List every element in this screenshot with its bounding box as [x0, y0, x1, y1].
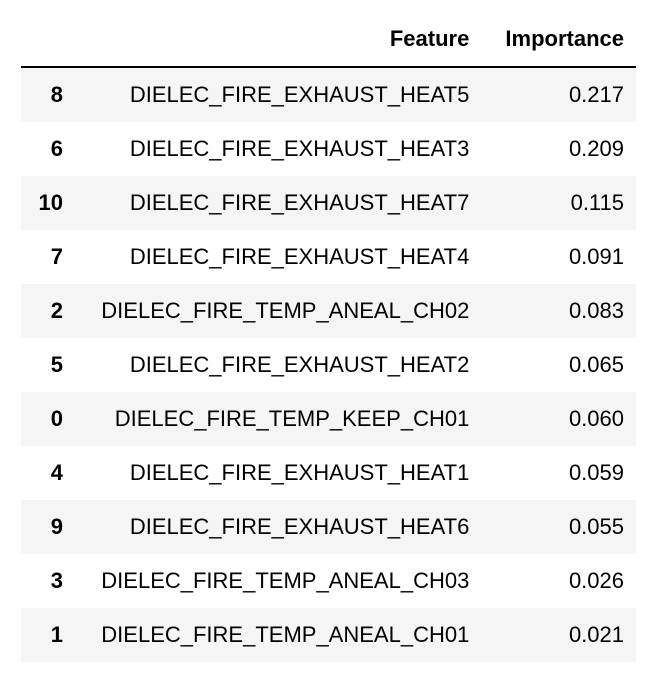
row-index: 10 — [38, 190, 63, 215]
feature-cell: DIELEC_FIRE_EXHAUST_HEAT4 — [129, 244, 470, 269]
row-index: 6 — [50, 136, 63, 161]
table-row: 7 DIELEC_FIRE_EXHAUST_HEAT4 0.091 — [21, 230, 636, 284]
feature-cell: DIELEC_FIRE_EXHAUST_HEAT5 — [129, 82, 470, 107]
feature-column-header: Feature — [65, 12, 494, 68]
table-row: 0 DIELEC_FIRE_TEMP_KEEP_CH01 0.060 — [21, 392, 636, 446]
table-row: 9 DIELEC_FIRE_EXHAUST_HEAT6 0.055 — [21, 500, 636, 554]
feature-cell: DIELEC_FIRE_TEMP_ANEAL_CH02 — [101, 298, 470, 323]
importance-cell: 0.115 — [570, 190, 624, 215]
table-row: 4 DIELEC_FIRE_EXHAUST_HEAT1 0.059 — [21, 446, 636, 500]
importance-cell: 0.091 — [568, 244, 624, 269]
row-index: 3 — [50, 568, 63, 593]
importance-column-header: Importance — [493, 12, 636, 68]
feature-cell: DIELEC_FIRE_EXHAUST_HEAT3 — [129, 136, 470, 161]
row-index: 0 — [50, 406, 63, 431]
table-body: 8 DIELEC_FIRE_EXHAUST_HEAT5 0.217 6 DIELEC_F… — [21, 67, 636, 662]
importance-cell: 0.060 — [568, 406, 624, 431]
feature-importance-table: Feature Importance 8 DIELEC_FIRE_EXHAUST_… — [21, 12, 636, 662]
feature-cell: DIELEC_FIRE_EXHAUST_HEAT6 — [129, 514, 470, 539]
feature-cell: DIELEC_FIRE_EXHAUST_HEAT7 — [129, 190, 470, 215]
dataframe-container: Feature Importance 8 DIELEC_FIRE_EXHAUST_… — [21, 12, 636, 662]
importance-cell: 0.059 — [568, 460, 624, 485]
table-row: 8 DIELEC_FIRE_EXHAUST_HEAT5 0.217 — [21, 67, 636, 122]
table-row: 3 DIELEC_FIRE_TEMP_ANEAL_CH03 0.026 — [21, 554, 636, 608]
table-row: 5 DIELEC_FIRE_EXHAUST_HEAT2 0.065 — [21, 338, 636, 392]
row-index: 8 — [50, 82, 63, 107]
row-index: 4 — [50, 460, 63, 485]
table-row: 6 DIELEC_FIRE_EXHAUST_HEAT3 0.209 — [21, 122, 636, 176]
importance-cell: 0.026 — [568, 568, 624, 593]
feature-cell: DIELEC_FIRE_TEMP_ANEAL_CH01 — [101, 622, 470, 647]
feature-cell: DIELEC_FIRE_EXHAUST_HEAT1 — [129, 460, 470, 485]
importance-cell: 0.021 — [568, 622, 624, 647]
importance-cell: 0.217 — [568, 82, 624, 107]
feature-cell: DIELEC_FIRE_TEMP_ANEAL_CH03 — [101, 568, 470, 593]
importance-cell: 0.083 — [568, 298, 624, 323]
row-index: 9 — [50, 514, 63, 539]
table-row: 10 DIELEC_FIRE_EXHAUST_HEAT7 0.115 — [21, 176, 636, 230]
header-row: Feature Importance — [21, 12, 636, 68]
importance-cell: 0.055 — [568, 514, 624, 539]
row-index: 1 — [50, 622, 63, 647]
index-column-header — [21, 12, 65, 68]
table-row: 1 DIELEC_FIRE_TEMP_ANEAL_CH01 0.021 — [21, 608, 636, 662]
row-index: 7 — [50, 244, 63, 269]
row-index: 5 — [50, 352, 63, 377]
feature-cell: DIELEC_FIRE_EXHAUST_HEAT2 — [129, 352, 470, 377]
table-header: Feature Importance — [21, 12, 636, 68]
row-index: 2 — [50, 298, 63, 323]
importance-cell: 0.209 — [568, 136, 624, 161]
importance-cell: 0.065 — [568, 352, 624, 377]
feature-cell: DIELEC_FIRE_TEMP_KEEP_CH01 — [114, 406, 470, 431]
table-row: 2 DIELEC_FIRE_TEMP_ANEAL_CH02 0.083 — [21, 284, 636, 338]
